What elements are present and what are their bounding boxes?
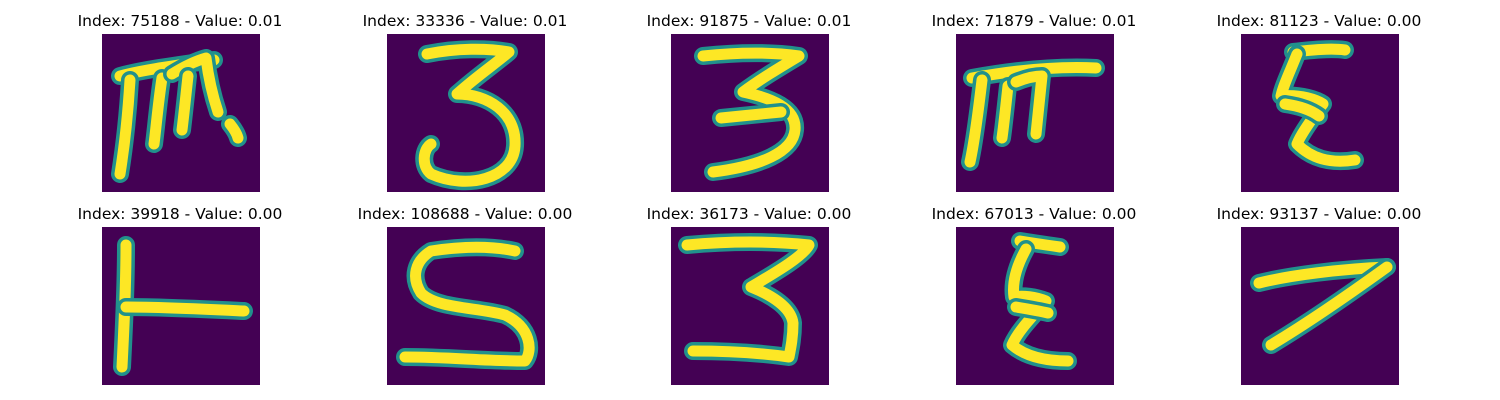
sample-title: Index: 75188 - Value: 0.01 <box>77 12 283 30</box>
sample-image <box>387 227 545 385</box>
glyph-stroke <box>1265 261 1393 351</box>
glyph-stroke <box>166 52 224 118</box>
glyph-stroke <box>114 74 136 180</box>
glyph-stroke <box>148 72 168 150</box>
sample-panel: Index: 81123 - Value: 0.00 <box>1199 12 1439 192</box>
glyph-drawing <box>1250 258 1396 354</box>
sample-title: Index: 39918 - Value: 0.00 <box>77 205 283 223</box>
glyph-drawing <box>678 233 818 366</box>
sample-panel: Index: 93137 - Value: 0.00 <box>1199 205 1439 385</box>
sample-title: Index: 67013 - Value: 0.00 <box>931 205 1137 223</box>
glyph-stroke <box>715 106 787 124</box>
sample-image <box>387 34 545 192</box>
glyph-stroke <box>224 118 244 144</box>
glyph-stroke <box>1010 301 1054 319</box>
sample-image <box>956 34 1114 192</box>
glyph-drawing <box>415 40 525 191</box>
glyph-stroke <box>176 70 194 136</box>
glyph-drawing <box>694 44 808 181</box>
glyph-drawing <box>1003 232 1077 370</box>
glyph-stroke <box>697 47 805 178</box>
glyph-stroke <box>120 301 250 317</box>
sample-panel: Index: 108688 - Value: 0.00 <box>345 205 585 385</box>
sample-title: Index: 91875 - Value: 0.01 <box>646 12 852 30</box>
sample-panel: Index: 39918 - Value: 0.00 <box>60 205 300 385</box>
sample-image <box>102 227 260 385</box>
glyph-drawing <box>961 58 1105 171</box>
glyph-stroke <box>1279 98 1325 122</box>
glyph-stroke <box>964 74 988 168</box>
glyph-drawing <box>111 49 247 183</box>
glyph-stroke <box>1275 48 1361 167</box>
glyph-stroke <box>399 241 535 367</box>
sample-title: Index: 81123 - Value: 0.00 <box>1216 12 1422 30</box>
sample-title: Index: 33336 - Value: 0.01 <box>362 12 568 30</box>
glyph-drawing <box>113 236 253 376</box>
sample-image <box>1241 227 1399 385</box>
glyph-drawing <box>1272 40 1364 171</box>
glyph-stroke <box>681 236 815 363</box>
sample-image <box>1241 34 1399 192</box>
sample-panel: Index: 36173 - Value: 0.00 <box>629 205 869 385</box>
sample-panel: Index: 91875 - Value: 0.01 <box>629 12 869 192</box>
sample-panel: Index: 75188 - Value: 0.01 <box>60 12 300 192</box>
glyph-stroke <box>1006 243 1074 367</box>
glyph-stroke <box>418 43 521 187</box>
sample-title: Index: 36173 - Value: 0.00 <box>646 205 852 223</box>
sample-title: Index: 93137 - Value: 0.00 <box>1216 205 1422 223</box>
glyph-stroke <box>1010 70 1048 140</box>
sample-panel: Index: 67013 - Value: 0.00 <box>914 205 1154 385</box>
sample-image <box>102 34 260 192</box>
sample-image <box>956 227 1114 385</box>
sample-title: Index: 71879 - Value: 0.01 <box>931 12 1137 30</box>
sample-title: Index: 108688 - Value: 0.00 <box>357 205 573 223</box>
sample-panel: Index: 33336 - Value: 0.01 <box>345 12 585 192</box>
glyph-stroke <box>996 80 1014 144</box>
glyph-drawing <box>396 238 539 370</box>
sample-image <box>671 227 829 385</box>
sample-image <box>671 34 829 192</box>
sample-panel: Index: 71879 - Value: 0.01 <box>914 12 1154 192</box>
